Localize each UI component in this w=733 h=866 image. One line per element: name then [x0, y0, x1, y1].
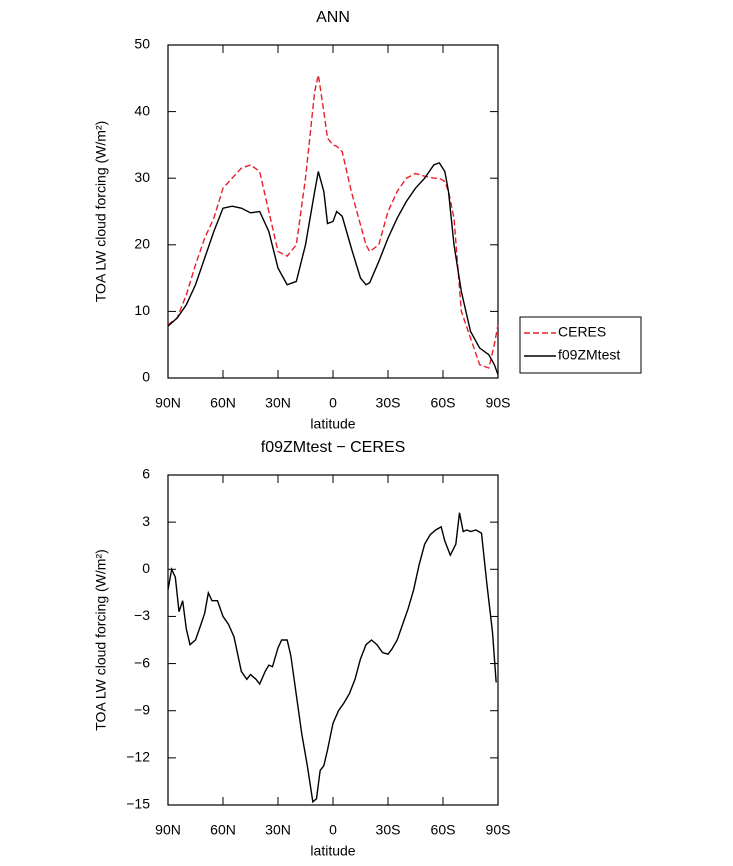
y-tick-label: 20 [134, 236, 150, 252]
data-line [167, 162, 499, 375]
y-tick-label: −6 [134, 654, 150, 670]
y-tick-label: −3 [134, 607, 150, 623]
x-tick-label: 30S [376, 395, 401, 411]
y-tick-label: 30 [134, 169, 150, 185]
x-tick-label: 0 [329, 822, 337, 838]
x-tick-label: 90S [486, 822, 511, 838]
x-tick-label: 90N [155, 395, 181, 411]
legend-label: f09ZMtest [558, 347, 620, 363]
y-tick-label: 0 [142, 369, 150, 385]
x-tick-label: 90S [486, 395, 511, 411]
y-tick-label: 6 [142, 466, 150, 482]
y-tick-label: −9 [134, 701, 150, 717]
y-tick-label: −12 [126, 749, 150, 765]
plot-frame [167, 44, 499, 379]
legend-box [519, 316, 642, 374]
x-axis-label: latitude [310, 416, 355, 432]
x-tick-label: 60N [210, 822, 236, 838]
x-tick-label: 60S [431, 395, 456, 411]
x-tick-label: 60N [210, 395, 236, 411]
x-tick-label: 30N [265, 822, 291, 838]
chart-title: ANN [316, 9, 350, 26]
data-line [167, 512, 497, 804]
y-tick-label: 10 [134, 302, 150, 318]
x-axis-label: latitude [310, 843, 355, 859]
y-axis-label: TOA LW cloud forcing (W/m²) [93, 121, 109, 303]
legend-label: CERES [558, 324, 606, 340]
x-tick-label: 90N [155, 822, 181, 838]
x-tick-label: 30N [265, 395, 291, 411]
x-tick-label: 0 [329, 395, 337, 411]
x-tick-label: 60S [431, 822, 456, 838]
plot-frame [167, 474, 499, 806]
y-tick-label: −15 [126, 796, 150, 812]
y-tick-label: 40 [134, 102, 150, 118]
x-tick-label: 30S [376, 822, 401, 838]
y-tick-label: 50 [134, 36, 150, 52]
y-axis-label: TOA LW cloud forcing (W/m²) [93, 549, 109, 731]
y-tick-label: 0 [142, 560, 150, 576]
y-tick-label: 3 [142, 513, 150, 529]
chart-title: f09ZMtest − CERES [261, 439, 406, 456]
